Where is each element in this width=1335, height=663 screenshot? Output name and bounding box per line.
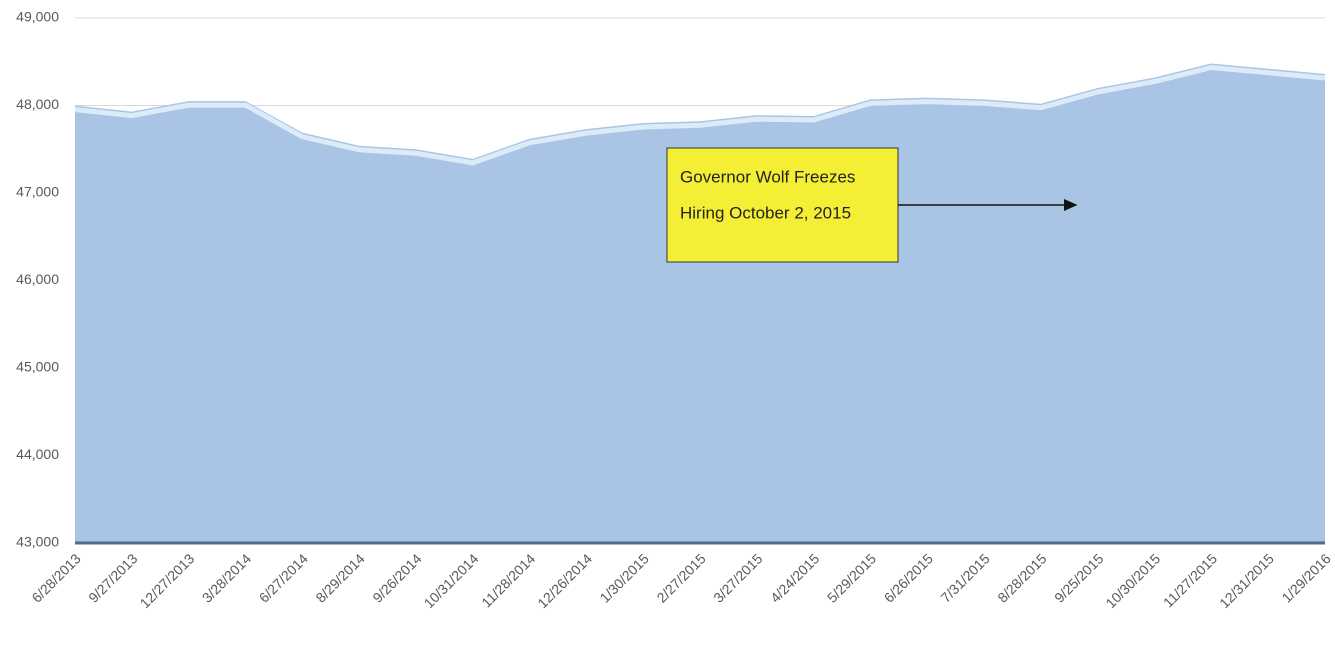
x-tick-label: 12/26/2014: [534, 550, 595, 611]
x-tick-label: 10/31/2014: [421, 550, 482, 611]
annotation-text: Hiring October 2, 2015: [680, 203, 851, 222]
x-tick-label: 1/30/2015: [597, 550, 653, 606]
x-tick-label: 1/29/2016: [1278, 550, 1334, 606]
x-tick-label: 8/28/2015: [994, 550, 1050, 606]
y-tick-label: 47,000: [16, 184, 59, 200]
x-tick-label: 6/26/2015: [881, 550, 937, 606]
y-tick-label: 43,000: [16, 534, 59, 550]
x-tick-label: 7/31/2015: [937, 550, 993, 606]
x-tick-label: 9/26/2014: [369, 550, 425, 606]
annotation-text: Governor Wolf Freezes: [680, 167, 855, 186]
x-tick-label: 8/29/2014: [312, 550, 368, 606]
y-tick-label: 44,000: [16, 446, 59, 462]
x-tick-label: 9/27/2013: [85, 550, 141, 606]
y-tick-label: 45,000: [16, 359, 59, 375]
y-tick-label: 46,000: [16, 271, 59, 287]
x-tick-label: 4/24/2015: [767, 550, 823, 606]
x-tick-label: 3/27/2015: [710, 550, 766, 606]
x-tick-label: 11/28/2014: [478, 550, 538, 610]
x-tick-label: 12/31/2015: [1216, 550, 1277, 611]
x-tick-label: 5/29/2015: [824, 550, 880, 606]
x-tick-label: 3/28/2014: [199, 550, 255, 606]
x-tick-label: 6/27/2014: [256, 550, 312, 606]
y-tick-label: 48,000: [16, 96, 59, 112]
x-tick-label: 6/28/2013: [28, 550, 84, 606]
x-tick-label: 12/27/2013: [137, 550, 198, 611]
area-edge: [74, 64, 1326, 166]
x-tick-label: 2/27/2015: [653, 550, 709, 606]
area: [75, 63, 1325, 543]
y-tick-label: 49,000: [16, 9, 59, 25]
x-tick-label: 10/30/2015: [1102, 550, 1163, 611]
x-tick-label: 11/27/2015: [1160, 550, 1220, 610]
x-tick-label: 9/25/2015: [1051, 550, 1107, 606]
